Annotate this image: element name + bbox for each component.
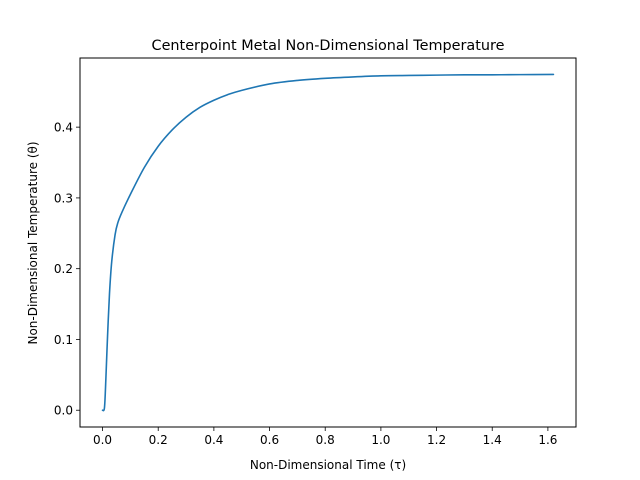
plot-area: 0.0 0.2 0.4 0.6 0.8 1.0 1.2 1.4 1.6 0.0 0.1 0.2 0.3 0…: [54, 73, 557, 447]
x-tick-label: 0.0: [93, 433, 112, 447]
x-tick-label: 1.2: [427, 433, 446, 447]
y-tick-label: 0.0: [54, 404, 73, 418]
plot-frame: [79, 57, 577, 428]
x-axis-label: Non-Dimensional Time (τ): [250, 458, 406, 472]
series-line: [101, 73, 555, 412]
x-tick-label: 0.2: [149, 433, 168, 447]
x-tick-label: 0.8: [316, 433, 335, 447]
x-tick-label: 1.6: [538, 433, 557, 447]
y-axis-label: Non-Dimensional Temperature (θ): [26, 141, 40, 344]
y-tick-label: 0.2: [54, 262, 73, 276]
x-tick-label: 0.4: [204, 433, 223, 447]
x-tick-label: 1.4: [483, 433, 502, 447]
chart-title: Centerpoint Metal Non-Dimensional Temper…: [152, 38, 505, 54]
y-tick-label: 0.4: [54, 121, 73, 135]
y-tick-label: 0.3: [54, 191, 73, 205]
y-tick-label: 0.1: [54, 333, 73, 347]
x-tick-label: 1.0: [371, 433, 390, 447]
x-tick-label: 0.6: [260, 433, 279, 447]
